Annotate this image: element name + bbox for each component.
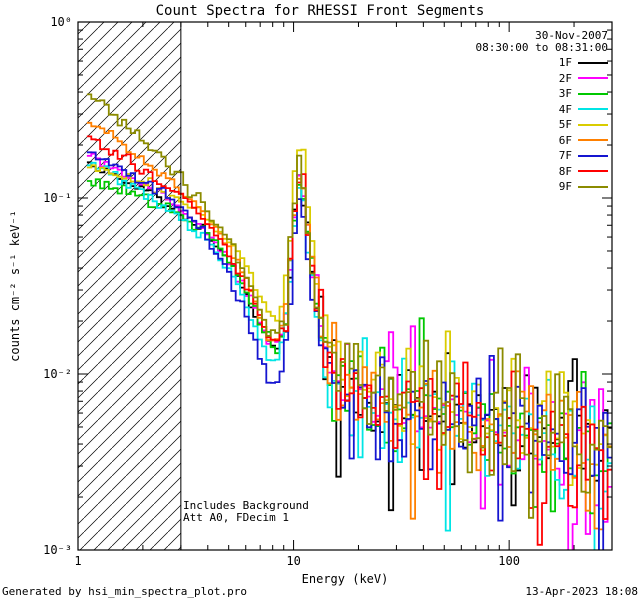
legend-label: 4F: [558, 102, 572, 116]
y-tick-label: 10⁻¹: [43, 191, 72, 205]
legend-color-line: [578, 170, 608, 173]
legend-item: 5F: [559, 117, 608, 133]
legend-label: 9F: [558, 180, 572, 194]
x-tick-label: 1: [74, 554, 81, 568]
legend-item: 6F: [559, 133, 608, 149]
legend-item: 3F: [559, 86, 608, 102]
legend-label: 8F: [558, 164, 572, 178]
observation-time-range: 08:30:00 to 08:31:00: [475, 41, 608, 54]
plot-frame: [77, 21, 613, 551]
x-tick-label: 10: [286, 554, 300, 568]
observation-date: 30-Nov-2007: [535, 29, 608, 42]
legend-color-line: [578, 154, 608, 157]
legend-color-line: [578, 92, 608, 95]
annotation-attenuator-state: Att A0, FDecim 1: [183, 511, 289, 524]
series-9F: [86, 93, 612, 519]
y-tick-label: 10⁻³: [43, 543, 72, 557]
legend-label: 3F: [558, 87, 572, 101]
legend-color-line: [578, 185, 608, 188]
legend-color-line: [578, 77, 608, 80]
legend-item: 9F: [559, 179, 608, 195]
annotation-includes-background: Includes Background: [183, 499, 309, 512]
footer-timestamp: 13-Apr-2023 18:08: [525, 585, 638, 598]
x-axis-label: Energy (keV): [301, 572, 389, 586]
legend-item: 7F: [559, 148, 608, 164]
legend-label: 7F: [558, 149, 572, 163]
y-tick-label: 10⁰: [50, 15, 72, 29]
y-axis-label: counts cm⁻² s⁻¹ keV⁻¹: [8, 210, 22, 362]
legend-color-line: [578, 139, 608, 142]
legend-label: 6F: [558, 133, 572, 147]
legend-label: 5F: [558, 118, 572, 132]
chart-title: Count Spectra for RHESSI Front Segments: [155, 3, 485, 19]
series-6F: [86, 121, 612, 531]
legend: 1F 2F 3F 4F 5F 6F 7F 8F 9F: [559, 55, 608, 195]
legend-color-line: [578, 61, 608, 64]
legend-item: 8F: [559, 164, 608, 180]
legend-label: 2F: [558, 71, 572, 85]
x-tick-label: 100: [498, 554, 520, 568]
legend-color-line: [578, 108, 608, 111]
legend-item: 1F: [559, 55, 608, 71]
hatch-region: [78, 22, 181, 550]
y-tick-label: 10⁻²: [43, 367, 72, 381]
legend-label: 1F: [558, 56, 572, 70]
footer-generator-text: Generated by hsi_min_spectra_plot.pro: [2, 585, 248, 598]
legend-item: 4F: [559, 102, 608, 118]
legend-color-line: [578, 123, 608, 126]
legend-item: 2F: [559, 71, 608, 87]
